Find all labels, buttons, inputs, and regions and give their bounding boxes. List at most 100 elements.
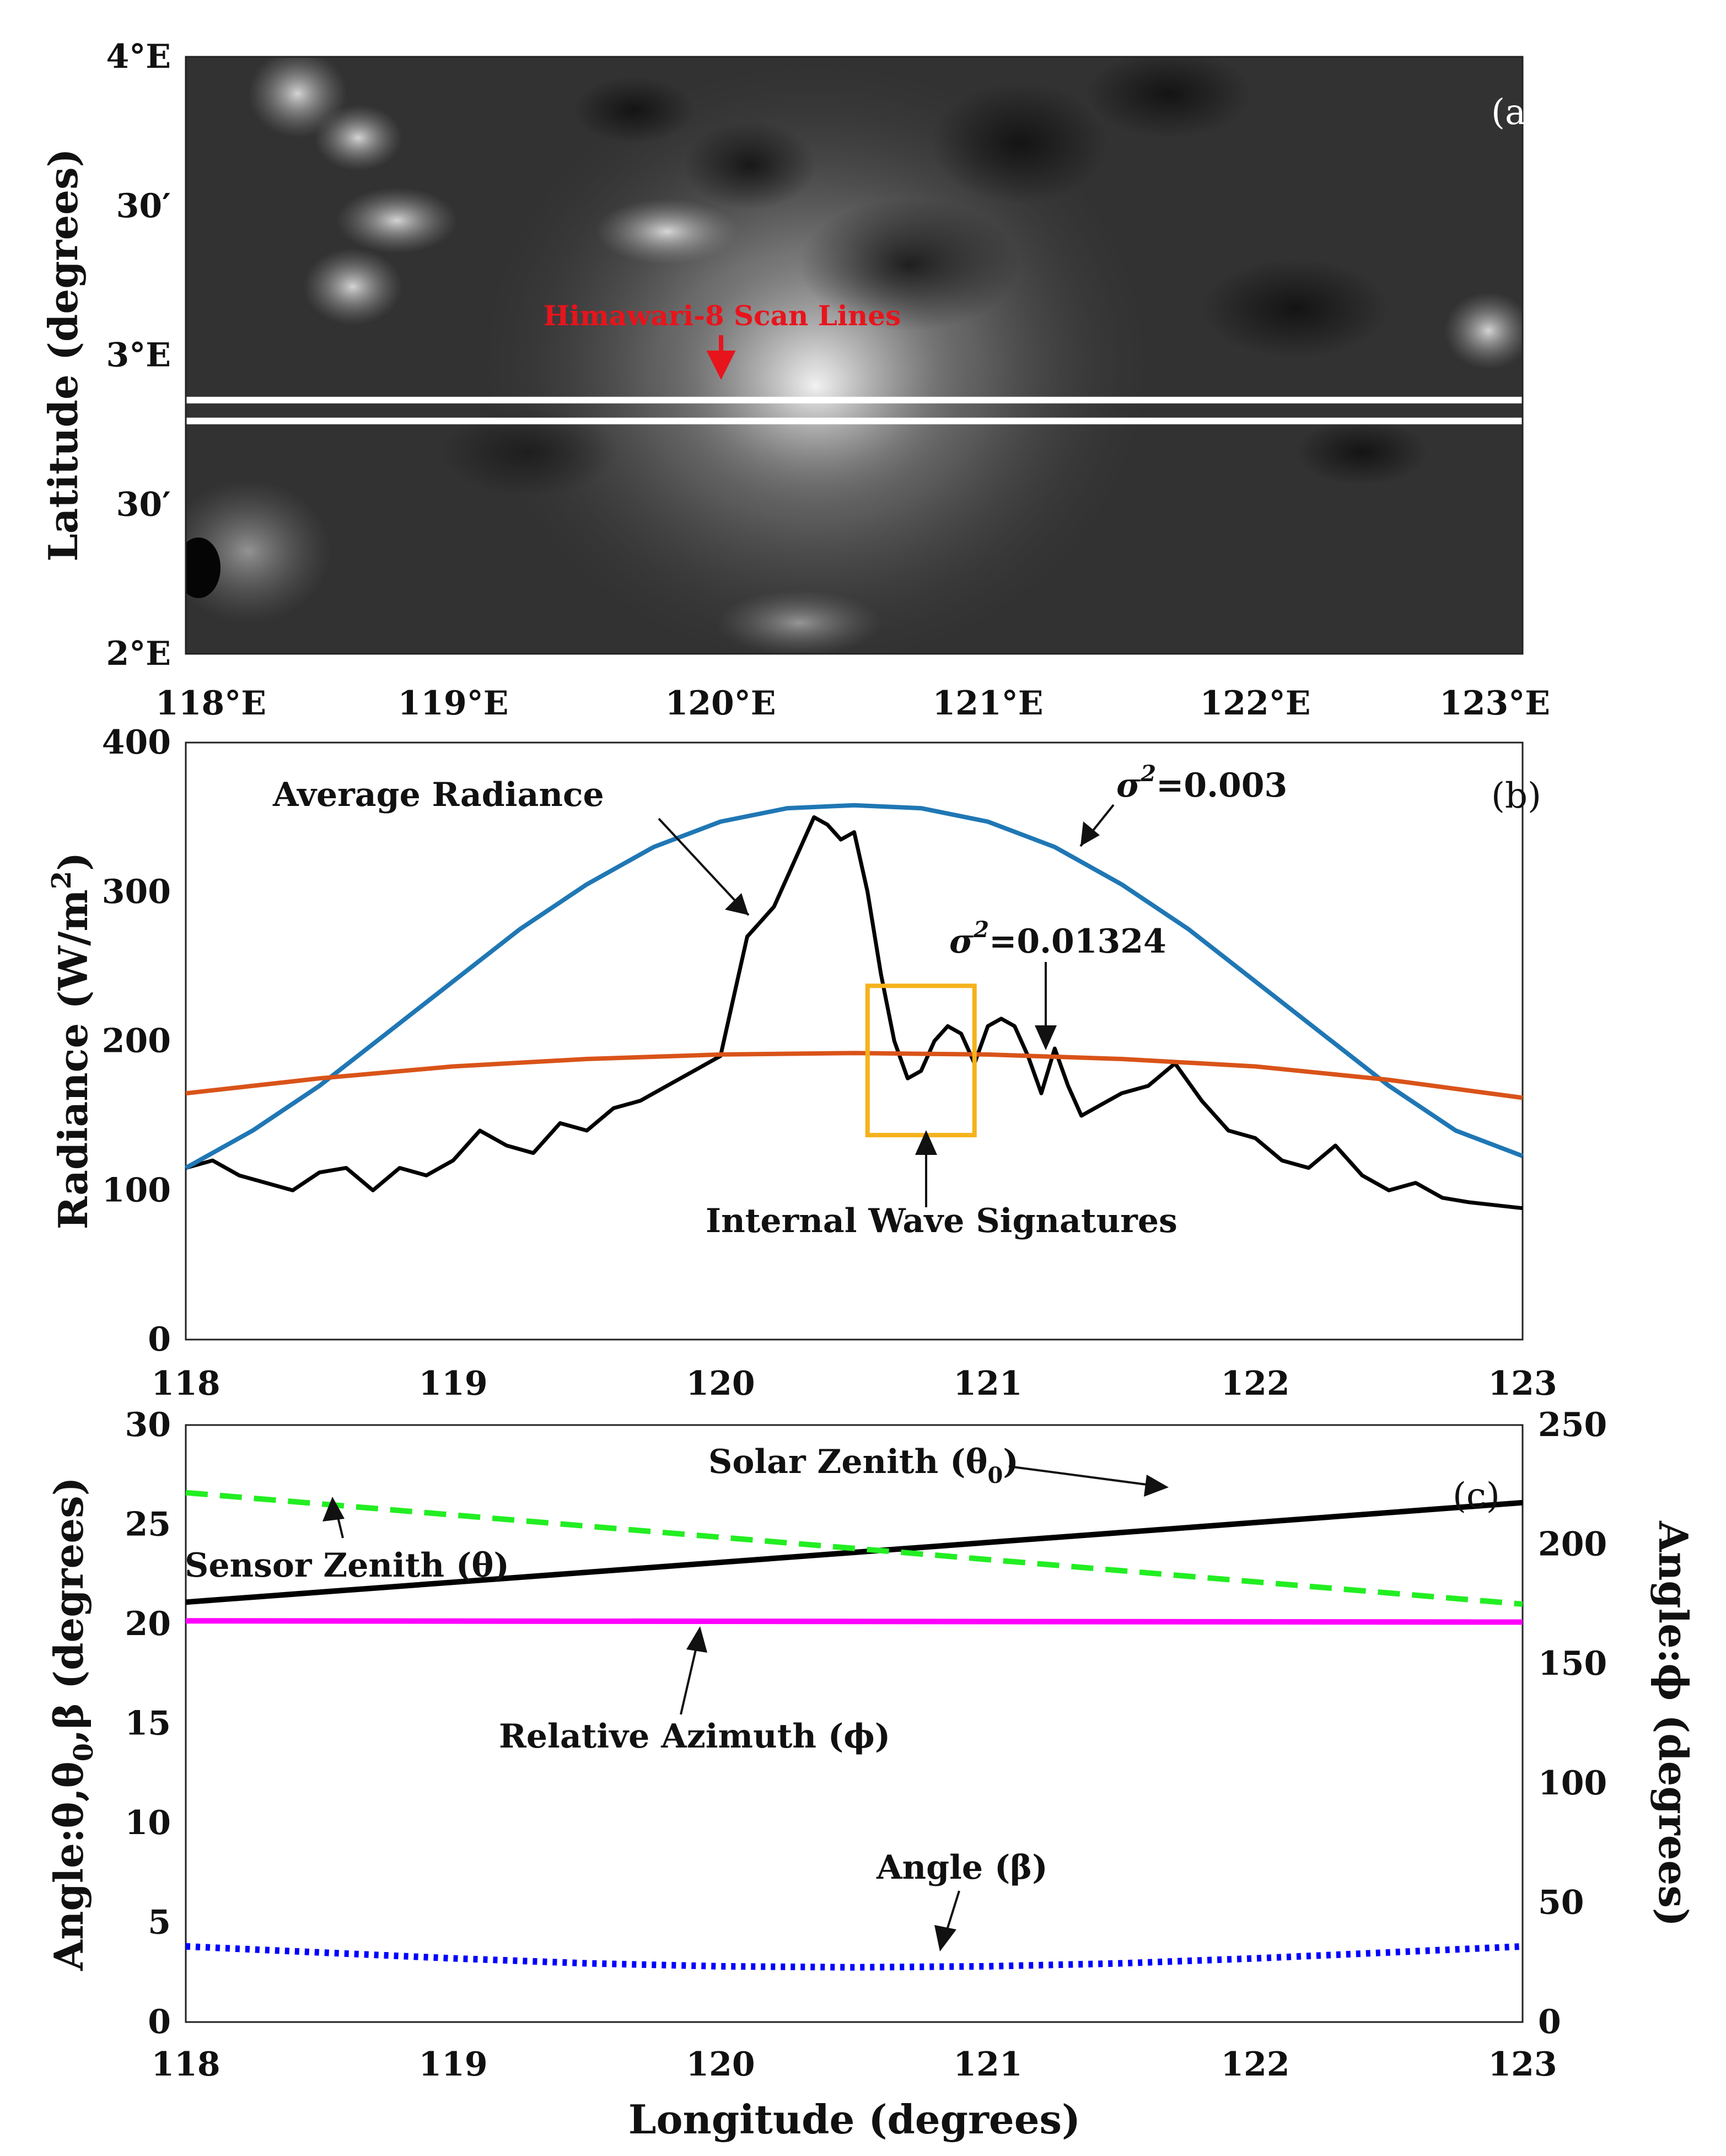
panel-b-x-ticks: 118 119 120 121 122 123 bbox=[151, 1364, 1557, 1403]
sigma-0003-sup: 2 bbox=[1140, 761, 1156, 787]
x-tick-label: 122°E bbox=[1200, 684, 1311, 723]
y-tick-label: 100 bbox=[102, 1171, 171, 1209]
y-tick-label: 0 bbox=[148, 1320, 171, 1359]
x-tick-label: 118 bbox=[151, 1364, 220, 1403]
panel-c-left-y-label: Angle:θ,θ0,β (degrees) bbox=[45, 1477, 99, 1971]
right-y-tick-label: 100 bbox=[1538, 1764, 1607, 1803]
left-y-tick-label: 15 bbox=[125, 1705, 171, 1743]
y-tick-label: 30′ bbox=[116, 485, 171, 524]
series-line-1 bbox=[185, 815, 1523, 1211]
panel-c-frame bbox=[185, 1424, 1524, 2023]
x-tick-label: 119 bbox=[418, 1364, 487, 1403]
panel-c-angle-chart: (c) Solar Zenith (θ0) Sensor Zenith (θ) … bbox=[45, 1406, 1697, 2143]
panel-c-x-label: Longitude (degrees) bbox=[628, 2096, 1080, 2143]
panel-a-satellite-image: (a) Himawari-8 Scan Lines 118°E 119°E 120°… bbox=[40, 37, 1550, 723]
x-tick-label: 118 bbox=[151, 2045, 220, 2084]
left-y-tick-label: 25 bbox=[125, 1506, 171, 1544]
angle-beta-arrow bbox=[944, 1890, 960, 1935]
panel-c-right-y-label: Angle:ϕ (degrees) bbox=[1650, 1520, 1697, 1927]
left-y-tick-label: 5 bbox=[148, 1904, 171, 1942]
series-line-2 bbox=[185, 803, 1524, 1170]
panel-b-y-label-main: Radiance (W/m bbox=[50, 889, 96, 1229]
sigma-001324-base: σ bbox=[949, 922, 974, 961]
solar-zenith-main: Solar Zenith (θ bbox=[708, 1443, 988, 1481]
scan-lines bbox=[186, 396, 1523, 424]
x-tick-label: 118°E bbox=[155, 684, 266, 723]
right-y-tick-label: 50 bbox=[1538, 1883, 1584, 1922]
x-tick-label: 119 bbox=[418, 2045, 487, 2084]
internal-wave-annotation: Internal Wave Signatures bbox=[706, 1202, 1177, 1240]
sigma-001324-arrowhead bbox=[1035, 1025, 1057, 1050]
x-tick-label: 120 bbox=[686, 1364, 755, 1403]
panel-b-radiance-chart: (b) Average Radiance σ2=0.003 σ2=0.01324… bbox=[46, 723, 1557, 1403]
series-line-1 bbox=[185, 1499, 1523, 1605]
x-tick-label: 121°E bbox=[933, 684, 1044, 723]
x-tick-label: 122 bbox=[1220, 1364, 1289, 1403]
y-tick-label: 200 bbox=[102, 1022, 171, 1061]
angle-beta-arrowhead bbox=[934, 1925, 956, 1951]
right-y-tick-label: 200 bbox=[1538, 1525, 1607, 1564]
x-tick-label: 121 bbox=[953, 2045, 1022, 2084]
sigma-0003-tail: =0.003 bbox=[1156, 766, 1287, 805]
series-line-3 bbox=[185, 1618, 1523, 1625]
sigma-0003-arrowhead bbox=[1080, 821, 1100, 846]
series-line-2 bbox=[185, 1490, 1523, 1607]
left-y-tick-label: 10 bbox=[125, 1804, 171, 1842]
panel-a-x-ticks: 118°E 119°E 120°E 121°E 122°E 123°E bbox=[155, 684, 1550, 723]
sigma-001324-sup: 2 bbox=[973, 917, 989, 943]
right-y-tick-label: 150 bbox=[1538, 1644, 1607, 1683]
left-y-tick-label: 30 bbox=[125, 1406, 171, 1444]
solar-zenith-arrowhead bbox=[1144, 1475, 1169, 1497]
panel-a-y-ticks: 4°E 30′ 3°E 30′ 2°E bbox=[106, 37, 171, 673]
panel-c-right-y-ticks: 0 50 100 150 200 250 bbox=[1538, 1406, 1607, 2041]
panel-a-y-label: Latitude (degrees) bbox=[40, 148, 87, 561]
panel-c-label: (c) bbox=[1453, 1476, 1500, 1517]
panel-b-y-label: Radiance (W/m2) bbox=[46, 852, 96, 1229]
series-line-3 bbox=[185, 1051, 1523, 1100]
relative-azimuth-arrow bbox=[680, 1642, 698, 1715]
relative-azimuth-arrowhead bbox=[686, 1626, 707, 1653]
average-radiance-arrowhead bbox=[725, 893, 749, 915]
panel-b-series bbox=[185, 803, 1524, 1211]
series-line-4 bbox=[185, 1943, 1523, 1971]
average-radiance-arrow bbox=[658, 818, 750, 916]
right-y-tick-label: 0 bbox=[1538, 2003, 1561, 2041]
x-tick-label: 119°E bbox=[398, 684, 509, 723]
angle-beta-annotation: Angle (β) bbox=[876, 1848, 1048, 1887]
panel-c-left-y-label-tail: ,β (degrees) bbox=[45, 1477, 92, 1743]
solar-zenith-arrow bbox=[1008, 1465, 1155, 1487]
x-tick-label: 120°E bbox=[665, 684, 776, 723]
average-radiance-annotation: Average Radiance bbox=[272, 776, 604, 814]
sigma-001324-tail: =0.01324 bbox=[989, 922, 1166, 961]
scan-lines-annotation: Himawari-8 Scan Lines bbox=[544, 299, 901, 332]
internal-wave-arrowhead bbox=[915, 1130, 937, 1155]
panel-b-label: (b) bbox=[1491, 776, 1541, 816]
y-tick-label: 2°E bbox=[106, 635, 171, 673]
y-tick-label: 4°E bbox=[106, 37, 171, 76]
panel-c-left-y-label-main: Angle:θ,θ bbox=[45, 1761, 92, 1971]
x-tick-label: 121 bbox=[953, 1364, 1022, 1403]
sensor-zenith-annotation: Sensor Zenith (θ) bbox=[185, 1546, 509, 1585]
internal-wave-box bbox=[865, 983, 977, 1138]
panel-c-left-y-label-sub: 0 bbox=[68, 1743, 99, 1761]
left-y-tick-label: 20 bbox=[125, 1605, 171, 1643]
sigma-0003-annotation: σ2=0.003 bbox=[1116, 761, 1287, 805]
sensor-zenith-arrowhead bbox=[322, 1497, 345, 1521]
x-tick-label: 122 bbox=[1220, 2045, 1289, 2084]
panel-a-frame bbox=[185, 56, 1524, 655]
x-tick-label: 123 bbox=[1488, 2045, 1557, 2084]
x-tick-label: 123°E bbox=[1439, 684, 1550, 723]
scan-lines-arrow bbox=[706, 335, 736, 380]
solar-zenith-annotation: Solar Zenith (θ0) bbox=[708, 1443, 1019, 1488]
y-tick-label: 30′ bbox=[116, 187, 171, 225]
sigma-001324-annotation: σ2=0.01324 bbox=[949, 917, 1166, 961]
satellite-image bbox=[186, 57, 1523, 654]
y-tick-label: 400 bbox=[102, 723, 171, 762]
panel-c-left-y-ticks: 0 5 10 15 20 25 30 bbox=[125, 1406, 171, 2041]
y-tick-label: 300 bbox=[102, 873, 171, 911]
panel-b-y-label-sup: 2 bbox=[46, 871, 77, 889]
solar-zenith-sub: 0 bbox=[988, 1463, 1003, 1488]
x-tick-label: 123 bbox=[1488, 1364, 1557, 1403]
solar-zenith-tail: ) bbox=[1003, 1443, 1018, 1481]
